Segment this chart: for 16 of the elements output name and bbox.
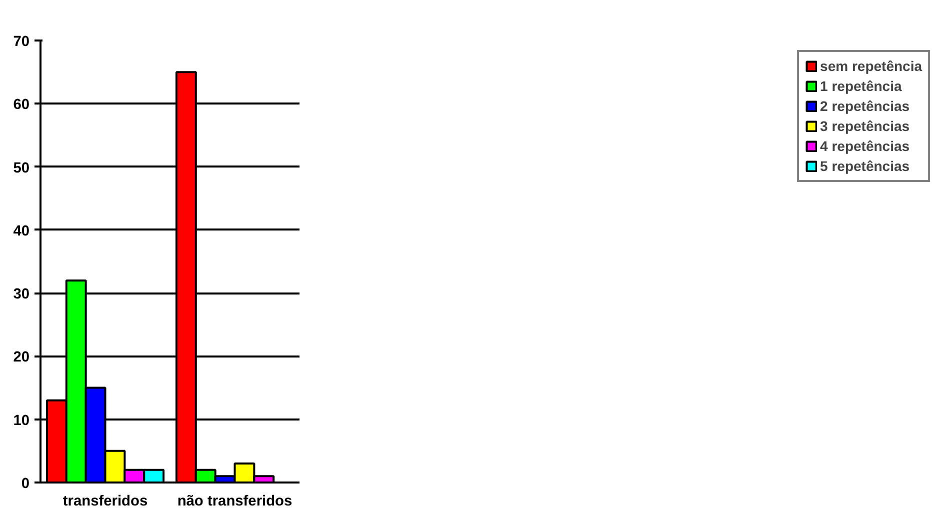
- y-tick-label: 60: [13, 97, 30, 114]
- legend-label: 3 repetências: [820, 118, 910, 134]
- y-tick-label: 10: [13, 412, 30, 429]
- y-tick-label: 70: [13, 34, 30, 50]
- legend-label: 1 repetência: [820, 78, 902, 94]
- y-tick-label: 50: [13, 160, 30, 176]
- legend-label: sem repetência: [820, 58, 922, 74]
- y-tick-label: 0: [21, 476, 30, 492]
- legend-label: 5 repetências: [820, 158, 910, 174]
- y-tick-label: 20: [13, 350, 30, 366]
- y-tick-label: 40: [13, 223, 30, 240]
- y-tick-label: 30: [13, 286, 30, 303]
- x-tick-label: não transferidos: [177, 494, 292, 510]
- legend-label: 2 repetências: [820, 98, 910, 114]
- x-tick-label: transferidos: [62, 494, 148, 510]
- legend-label: 4 repetências: [820, 138, 910, 154]
